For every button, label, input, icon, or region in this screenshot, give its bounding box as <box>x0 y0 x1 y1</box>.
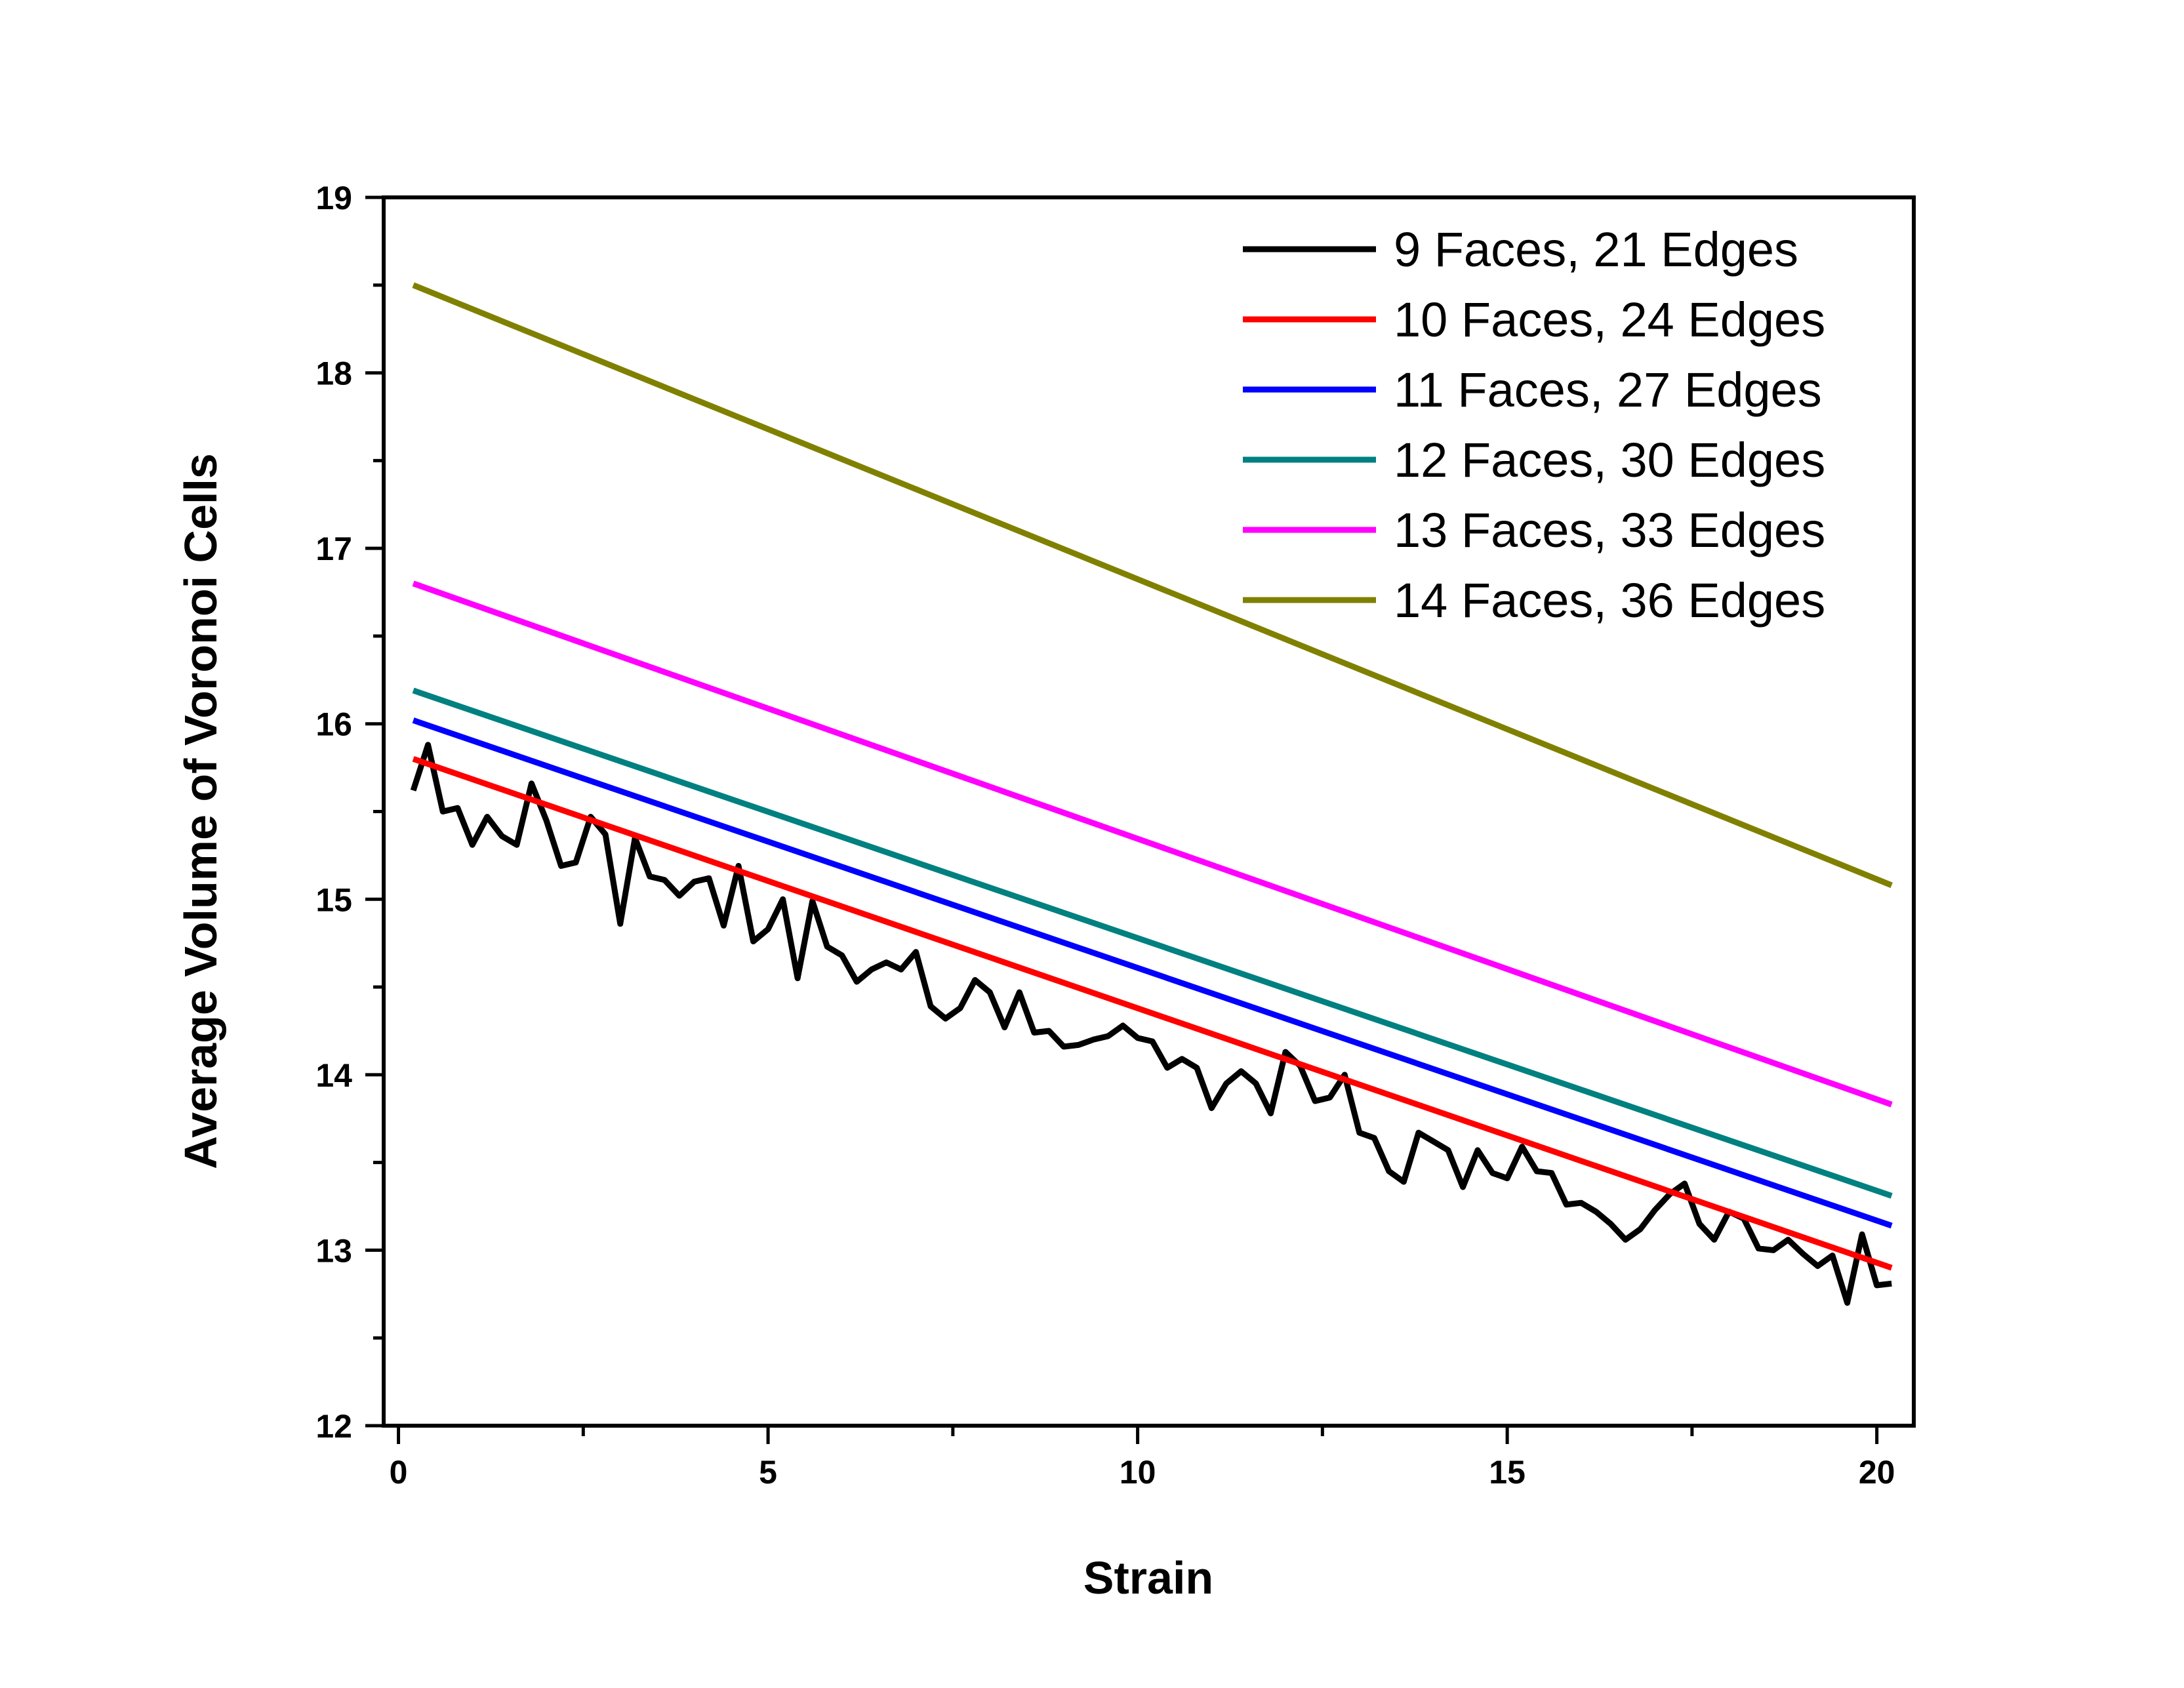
y-tick-label: 14 <box>315 1057 352 1094</box>
series-line-1 <box>410 742 1892 1306</box>
legend-label-1: 9 Faces, 21 Edges <box>1394 222 1798 277</box>
legend-label-2: 10 Faces, 24 Edges <box>1394 292 1825 347</box>
series-lines <box>410 282 1893 1306</box>
y-tick-label: 15 <box>315 881 352 918</box>
axis-tick-labels: 0 5 10 15 20 12 13 14 15 16 17 18 19 <box>315 180 1895 1491</box>
legend-label-6: 14 Faces, 36 Edges <box>1394 573 1825 628</box>
x-tick-label: 5 <box>759 1454 777 1491</box>
y-axis-title: Average Volume of Voronoi Cells <box>175 453 226 1169</box>
x-tick-label: 15 <box>1489 1454 1526 1491</box>
legend-label-4: 12 Faces, 30 Edges <box>1394 433 1825 487</box>
series-line-2 <box>412 755 1893 1271</box>
legend: 9 Faces, 21 Edges 10 Faces, 24 Edges 11 Fa… <box>1243 222 1825 628</box>
series-line-4 <box>412 687 1893 1199</box>
y-tick-label: 19 <box>315 180 352 216</box>
series-line-5 <box>412 580 1893 1108</box>
legend-label-5: 13 Faces, 33 Edges <box>1394 503 1825 557</box>
x-tick-label: 10 <box>1120 1454 1156 1491</box>
legend-label-3: 11 Faces, 27 Edges <box>1394 363 1822 417</box>
plot-frame <box>382 195 1916 1428</box>
series-line-6 <box>412 282 1893 889</box>
y-tick-label: 17 <box>315 531 352 567</box>
y-tick-label: 16 <box>315 706 352 743</box>
x-tick-label: 0 <box>390 1454 408 1491</box>
x-axis-title: Strain <box>1083 1552 1213 1603</box>
y-tick-label: 12 <box>315 1408 352 1445</box>
y-tick-label: 18 <box>315 355 352 392</box>
y-tick-label: 13 <box>315 1232 352 1269</box>
x-tick-label: 20 <box>1859 1454 1895 1491</box>
series-line-3 <box>412 717 1893 1229</box>
